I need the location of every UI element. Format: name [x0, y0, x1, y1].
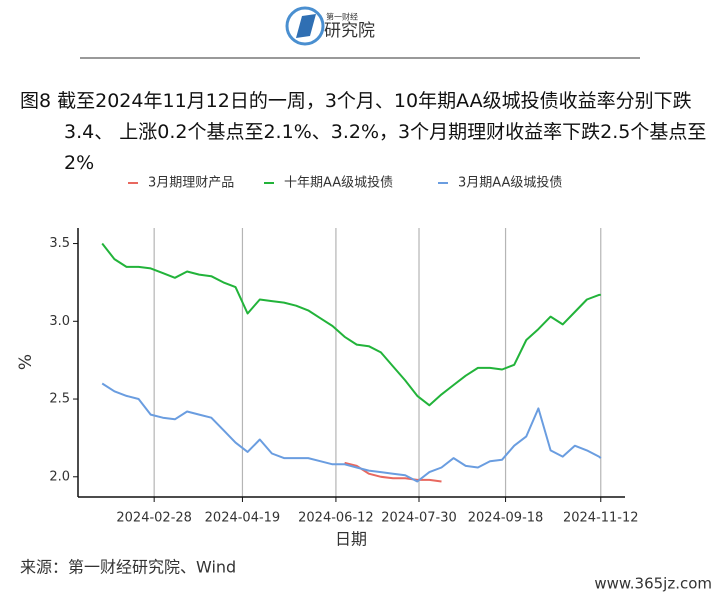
- x-tick-label: 2024-02-28: [116, 511, 192, 526]
- x-tick-label: 2024-06-12: [298, 511, 374, 526]
- x-tick-label: 2024-04-19: [205, 511, 281, 526]
- logo-top: 第一财经: [326, 12, 358, 22]
- logo-ring: [285, 6, 325, 46]
- y-tick-label: 2.0: [49, 469, 70, 484]
- watermark: www.365jz.com: [594, 575, 712, 593]
- series-line: [101, 382, 602, 483]
- logo-main: 研究院: [324, 21, 375, 41]
- series-line: [101, 242, 601, 407]
- y-tick-label: 2.5: [49, 392, 70, 407]
- x-axis-label: 日期: [335, 530, 367, 549]
- y-axis-label: %: [16, 354, 36, 370]
- y-tick-label: 3.0: [49, 314, 70, 329]
- logo-mark: [296, 14, 316, 38]
- series-line: [344, 461, 442, 483]
- legend-label: 3月期理财产品: [148, 176, 234, 191]
- x-tick-label: 2024-09-18: [468, 511, 544, 526]
- logo: 第一财经 研究院: [285, 6, 375, 46]
- legend-label: 3月期AA级城投债: [458, 175, 562, 191]
- source: 来源：第一财经研究院、Wind: [20, 558, 236, 577]
- legend-label: 十年期AA级城投债: [284, 175, 393, 191]
- chart-title: 图8 截至2024年11月12日的一周，3个月、10年期AA级城投债收益率分别下…: [20, 90, 707, 174]
- x-tick-label: 2024-07-30: [381, 511, 457, 526]
- y-tick-label: 3.5: [49, 236, 70, 251]
- x-tick-label: 2024-11-12: [563, 511, 639, 526]
